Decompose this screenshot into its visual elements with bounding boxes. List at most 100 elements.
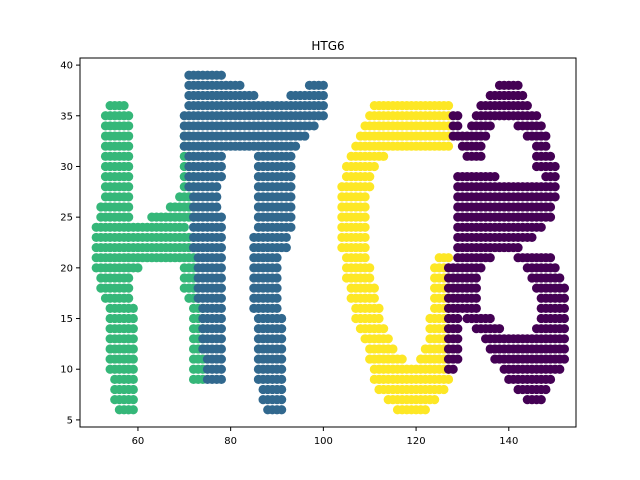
scatter-point: [360, 192, 369, 201]
scatter-point: [272, 253, 281, 262]
scatter-point: [129, 405, 138, 414]
scatter-point: [560, 334, 569, 343]
scatter-point: [360, 243, 369, 252]
scatter-point: [551, 182, 560, 191]
x-tick-label: 140: [499, 436, 518, 447]
scatter-point: [129, 304, 138, 313]
scatter-point: [555, 273, 564, 282]
scatter-point: [360, 233, 369, 242]
x-tick-label: 80: [224, 436, 237, 447]
scatter-point: [439, 385, 448, 394]
scatter-point: [546, 213, 555, 222]
scatter-point: [124, 142, 133, 151]
scatter-point: [365, 273, 374, 282]
scatter-point: [277, 405, 286, 414]
scatter-point: [518, 91, 527, 100]
scatter-point: [444, 375, 453, 384]
scatter-point: [286, 162, 295, 171]
scatter-point: [286, 192, 295, 201]
scatter-point: [551, 263, 560, 272]
scatter-point: [277, 365, 286, 374]
scatter-point: [129, 354, 138, 363]
scatter-point: [221, 91, 230, 100]
scatter-point: [490, 172, 499, 181]
x-tick-label: 120: [407, 436, 426, 447]
scatter-point: [286, 182, 295, 191]
scatter-point: [124, 294, 133, 303]
scatter-point: [217, 324, 226, 333]
y-tick-label: 35: [60, 111, 73, 122]
scatter-point: [481, 131, 490, 140]
scatter-point: [217, 273, 226, 282]
y-tick-label: 25: [60, 213, 73, 224]
scatter-point: [546, 202, 555, 211]
scatter-point: [486, 314, 495, 323]
scatter-point: [453, 314, 462, 323]
scatter-point: [217, 334, 226, 343]
scatter-point: [384, 334, 393, 343]
scatter-point: [212, 202, 221, 211]
scatter-point: [476, 263, 485, 272]
scatter-point: [129, 395, 138, 404]
scatter-point: [560, 314, 569, 323]
scatter-point: [124, 284, 133, 293]
scatter-point: [217, 294, 226, 303]
scatter-point: [360, 223, 369, 232]
scatter-point: [560, 324, 569, 333]
scatter-point: [319, 81, 328, 90]
scatter-point: [286, 172, 295, 181]
scatter-point: [453, 111, 462, 120]
scatter-point: [546, 253, 555, 262]
scatter-point: [124, 202, 133, 211]
scatter-point: [319, 91, 328, 100]
scatter-point: [453, 324, 462, 333]
scatter-point: [398, 354, 407, 363]
scatter-point: [453, 334, 462, 343]
scatter-point: [235, 81, 244, 90]
y-tick-label: 30: [60, 162, 73, 173]
scatter-point: [217, 253, 226, 262]
scatter-point: [513, 243, 522, 252]
scatter-point: [282, 233, 291, 242]
scatter-point: [217, 263, 226, 272]
scatter-point: [180, 223, 189, 232]
scatter-point: [370, 294, 379, 303]
scatter-point: [551, 192, 560, 201]
scatter-point: [486, 121, 495, 130]
scatter-point: [124, 273, 133, 282]
scatter-point: [472, 284, 481, 293]
scatter-point: [277, 354, 286, 363]
scatter-point: [277, 314, 286, 323]
scatter-point: [546, 152, 555, 161]
scatter-point: [217, 375, 226, 384]
y-tick-label: 10: [60, 365, 73, 376]
scatter-point: [309, 121, 318, 130]
scatter-point: [212, 182, 221, 191]
scatter-point: [217, 354, 226, 363]
scatter-point: [319, 111, 328, 120]
scatter-point: [523, 101, 532, 110]
scatter-point: [217, 344, 226, 353]
scatter-point: [476, 142, 485, 151]
y-tick-label: 40: [60, 61, 73, 72]
scatter-point: [513, 81, 522, 90]
scatter-point: [551, 172, 560, 181]
scatter-point: [277, 395, 286, 404]
scatter-point: [453, 121, 462, 130]
scatter-point: [124, 213, 133, 222]
scatter-point: [365, 182, 374, 191]
scatter-point: [370, 162, 379, 171]
scatter-point: [495, 324, 504, 333]
scatter-point: [129, 314, 138, 323]
scatter-point: [124, 192, 133, 201]
scatter-point: [124, 111, 133, 120]
scatter-point: [360, 202, 369, 211]
scatter-point: [129, 324, 138, 333]
scatter-point: [379, 152, 388, 161]
scatter-point: [430, 395, 439, 404]
scatter-point: [277, 334, 286, 343]
scatter-point: [444, 253, 453, 262]
scatter-point: [444, 101, 453, 110]
scatter-point: [124, 182, 133, 191]
